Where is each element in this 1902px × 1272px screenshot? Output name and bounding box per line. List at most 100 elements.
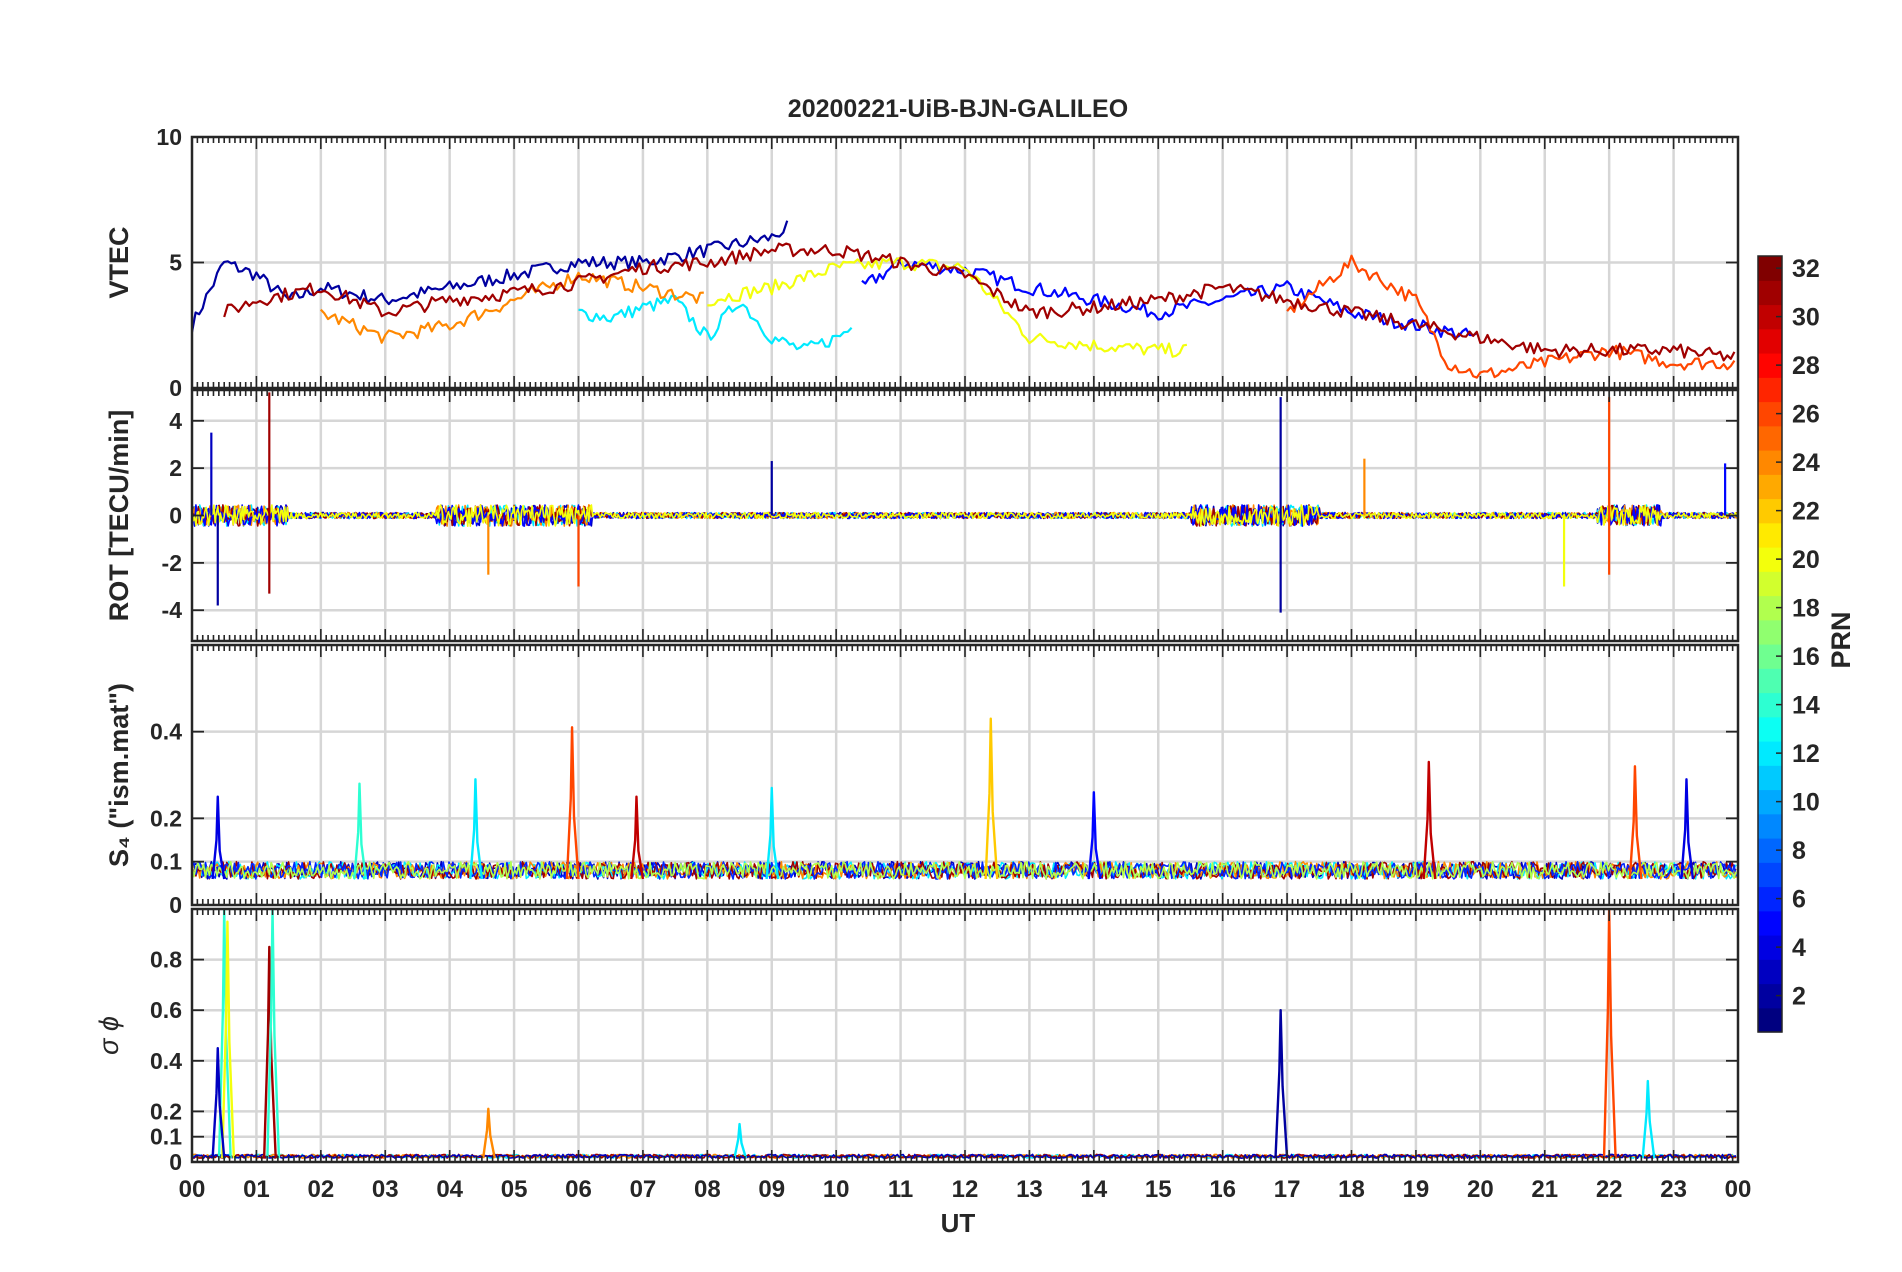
x-tick-label: 12 <box>952 1176 979 1203</box>
plot-area <box>192 220 1736 379</box>
colorbar-segment <box>1758 813 1782 839</box>
colorbar-tick-label: 8 <box>1792 837 1806 865</box>
colorbar-segment <box>1758 1007 1782 1033</box>
colorbar-segment <box>1758 474 1782 500</box>
colorbar-tick-label: 32 <box>1792 255 1820 283</box>
scint-peak <box>353 782 368 880</box>
scint-peak <box>1274 1009 1289 1159</box>
vtec-series-prn-5 <box>861 257 1478 340</box>
colorbar-segment <box>1758 619 1782 645</box>
scint-peak <box>1087 791 1102 880</box>
x-tick-label: 03 <box>372 1176 399 1203</box>
colorbar-tick-label: 26 <box>1792 401 1820 429</box>
x-tick-label: 01 <box>243 1176 270 1203</box>
plot-area <box>192 392 1738 613</box>
colorbar-segment <box>1758 765 1782 791</box>
colorbar-segment <box>1758 959 1782 985</box>
scint-peak <box>469 778 484 880</box>
y-tick-label: -4 <box>162 597 183 623</box>
y-tick-label: 5 <box>169 250 182 276</box>
scint-peak <box>733 1122 748 1159</box>
colorbar-tick-label: 18 <box>1792 595 1820 623</box>
y-tick-label: -2 <box>162 550 182 576</box>
chart-title: 20200221-UiB-BJN-GALILEO <box>788 95 1128 123</box>
vtec-series-prn-24 <box>320 271 704 344</box>
panel-2: -4 -2 0 2 4 ROT [TECU/min] <box>104 388 1740 643</box>
x-tick-label: 18 <box>1338 1176 1365 1203</box>
scint-peak <box>266 909 281 1159</box>
rot-series-prn-31 <box>192 504 1738 527</box>
colorbar-segment <box>1758 280 1782 306</box>
rot-series-prn-20 <box>192 504 1738 528</box>
scint-peak <box>211 795 226 880</box>
scint-peak <box>1680 778 1695 880</box>
panel-3: 0 0.1 0.2 0.4 S₄ ("ism.mat") <box>104 643 1740 918</box>
y-tick-label: 0 <box>169 892 182 918</box>
x-tick-label: 13 <box>1016 1176 1043 1203</box>
y-tick-label: 0.4 <box>150 1048 182 1074</box>
colorbar-tick-label: 4 <box>1792 934 1806 962</box>
y-ticks <box>192 419 1738 612</box>
vtec-series-prn-2 <box>192 220 789 333</box>
colorbar-segment <box>1758 910 1782 936</box>
colorbar-segment <box>1758 377 1782 403</box>
x-tick-label: 08 <box>694 1176 721 1203</box>
y-tick-label: 0.2 <box>150 805 182 831</box>
y-tick-label: 4 <box>169 408 182 434</box>
scint-series-prn-18 <box>192 860 1737 880</box>
x-tick-label: 21 <box>1531 1176 1558 1203</box>
colorbar-tick-label: 6 <box>1792 886 1806 914</box>
scint-peak <box>1628 765 1643 880</box>
scint-peak <box>565 726 580 880</box>
x-tick-label: 05 <box>501 1176 528 1203</box>
x-tick-label: 19 <box>1403 1176 1430 1203</box>
colorbar-tick-label: 22 <box>1792 498 1820 526</box>
x-axis-label: UT <box>941 1208 976 1238</box>
y-tick-label: 0 <box>169 375 182 401</box>
scint-peak <box>217 909 232 1159</box>
y-tick-label: 0.6 <box>150 997 182 1023</box>
x-tick-label: 17 <box>1274 1176 1301 1203</box>
colorbar-tick-label: 12 <box>1792 740 1820 768</box>
y-ticks <box>192 136 1738 389</box>
colorbar-label: PRN <box>1826 611 1856 668</box>
y-axis-label: σ ϕ <box>94 1016 124 1055</box>
colorbar-tick-label: 2 <box>1792 983 1806 1011</box>
vtec-series-prn-20 <box>707 256 1188 358</box>
vtec-series-prn-31 <box>223 242 1736 362</box>
colorbar-tick-label: 14 <box>1792 692 1820 720</box>
scint-peak <box>211 1046 226 1159</box>
x-tick-label: 00 <box>1725 1176 1752 1203</box>
scint-peak <box>1602 909 1617 1159</box>
y-axis-label: ROT [TECU/min] <box>104 410 134 621</box>
colorbar-segment <box>1758 522 1782 548</box>
x-tick-label: 07 <box>630 1176 657 1203</box>
scint-peak <box>1422 760 1437 880</box>
y-tick-label: 10 <box>156 124 182 150</box>
x-tick-label: 10 <box>823 1176 850 1203</box>
scint-peak <box>262 945 277 1159</box>
y-tick-label: 0.1 <box>150 1124 182 1150</box>
colorbar-segment <box>1758 716 1782 742</box>
colorbar-tick-label: 30 <box>1792 304 1820 332</box>
scint-peak <box>984 717 999 880</box>
chart-title-group: 20200221-UiB-BJN-GALILEO <box>788 95 1128 123</box>
colorbar-segment <box>1758 425 1782 451</box>
panel-1: 0 5 10 VTEC <box>104 124 1740 401</box>
colorbar-segment <box>1758 668 1782 694</box>
vtec-series-prn-12 <box>578 294 853 351</box>
colorbar-segment <box>1758 571 1782 597</box>
colorbar-tick-label: 16 <box>1792 643 1820 671</box>
y-axis-label: S₄ ("ism.mat") <box>104 683 134 867</box>
y-ticks <box>192 730 1738 906</box>
scint-peak <box>1641 1079 1656 1159</box>
x-tick-label: 00 <box>179 1176 206 1203</box>
colorbar-segment <box>1758 328 1782 354</box>
y-tick-label: 0 <box>169 1149 182 1175</box>
y-tick-label: 0.1 <box>150 849 182 875</box>
x-ticks <box>191 390 1739 641</box>
x-tick-label: 06 <box>565 1176 592 1203</box>
